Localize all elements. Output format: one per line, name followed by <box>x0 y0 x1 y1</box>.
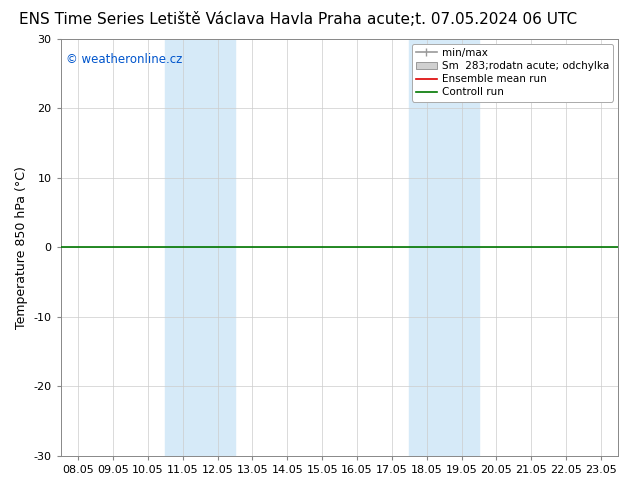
Y-axis label: Temperature 850 hPa (°C): Temperature 850 hPa (°C) <box>15 166 28 329</box>
Text: © weatheronline.cz: © weatheronline.cz <box>67 53 183 66</box>
Legend: min/max, Sm  283;rodatn acute; odchylka, Ensemble mean run, Controll run: min/max, Sm 283;rodatn acute; odchylka, … <box>411 44 613 101</box>
Bar <box>165 39 235 456</box>
Text: acute;t. 07.05.2024 06 UTC: acute;t. 07.05.2024 06 UTC <box>367 12 578 27</box>
Text: ENS Time Series Letiště Václava Havla Praha: ENS Time Series Letiště Václava Havla Pr… <box>19 12 361 27</box>
Bar <box>410 39 479 456</box>
